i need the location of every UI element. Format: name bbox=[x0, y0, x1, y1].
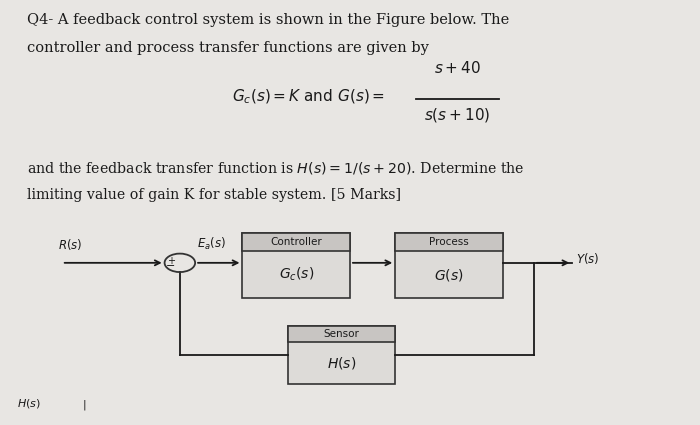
Text: $H(s)$: $H(s)$ bbox=[17, 397, 41, 410]
FancyBboxPatch shape bbox=[242, 233, 350, 298]
Text: $G(s)$: $G(s)$ bbox=[434, 267, 463, 283]
Text: $H(s)$: $H(s)$ bbox=[327, 355, 356, 371]
Text: controller and process transfer functions are given by: controller and process transfer function… bbox=[27, 40, 429, 54]
Text: and the feedback transfer function is $H(s) = 1/(s + 20)$. Determine the: and the feedback transfer function is $H… bbox=[27, 160, 524, 176]
Text: $s + 40$: $s + 40$ bbox=[434, 60, 481, 76]
Text: Process: Process bbox=[429, 237, 469, 247]
Text: $s(s + 10)$: $s(s + 10)$ bbox=[424, 105, 491, 124]
Text: |: | bbox=[83, 399, 86, 410]
Text: −: − bbox=[166, 261, 175, 271]
Text: $Y(s)$: $Y(s)$ bbox=[575, 251, 599, 266]
Text: +: + bbox=[167, 256, 175, 266]
FancyBboxPatch shape bbox=[395, 233, 503, 251]
Text: $G_c(s) = K\ \mathrm{and}\ G(s) =$: $G_c(s) = K\ \mathrm{and}\ G(s) =$ bbox=[232, 88, 385, 106]
FancyBboxPatch shape bbox=[242, 233, 350, 251]
Text: Sensor: Sensor bbox=[323, 329, 359, 339]
Text: $E_a(s)$: $E_a(s)$ bbox=[197, 236, 226, 252]
Text: Controller: Controller bbox=[270, 237, 322, 247]
Text: Q4- A feedback control system is shown in the Figure below. The: Q4- A feedback control system is shown i… bbox=[27, 13, 510, 27]
FancyBboxPatch shape bbox=[288, 326, 395, 342]
FancyBboxPatch shape bbox=[288, 326, 395, 385]
Text: limiting value of gain K for stable system. [5 Marks]: limiting value of gain K for stable syst… bbox=[27, 188, 401, 202]
Text: $G_c(s)$: $G_c(s)$ bbox=[279, 266, 314, 283]
Text: $R(s)$: $R(s)$ bbox=[58, 237, 83, 252]
FancyBboxPatch shape bbox=[395, 233, 503, 298]
